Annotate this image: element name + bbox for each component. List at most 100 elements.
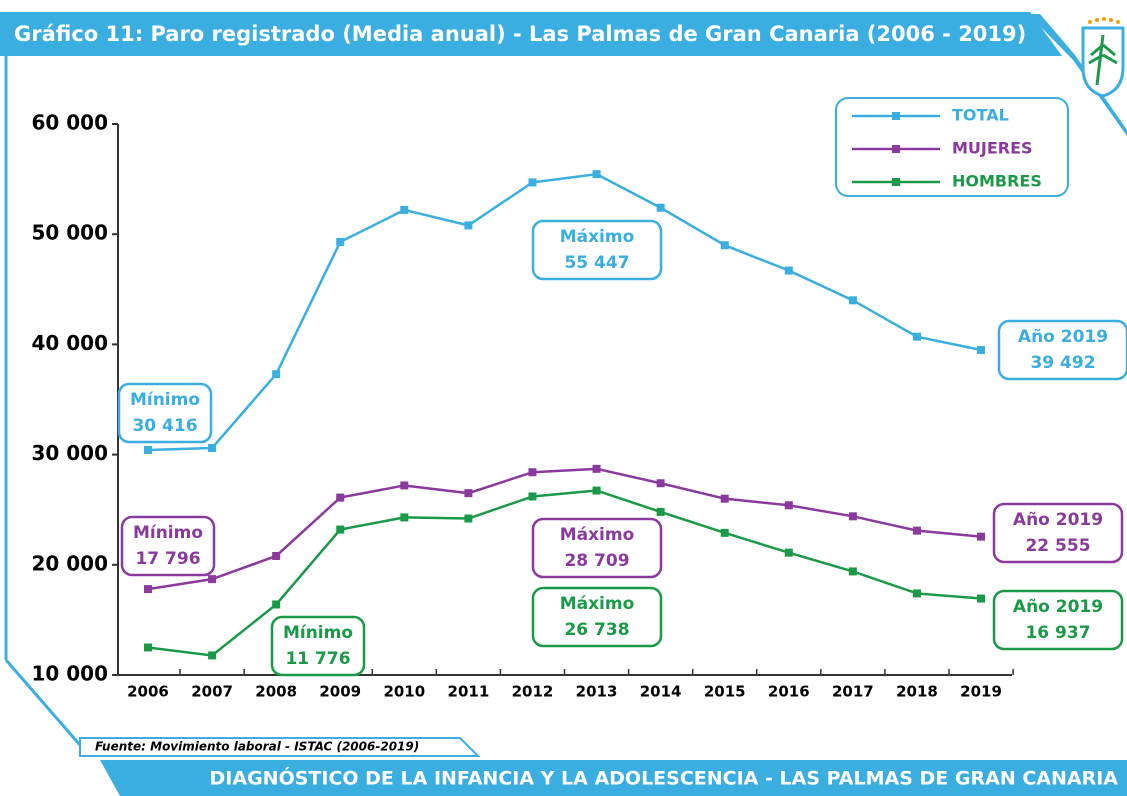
- annotation-label: Año 2019: [1013, 597, 1103, 617]
- point: [400, 481, 409, 490]
- annotation-box: [117, 382, 213, 444]
- point: [272, 370, 281, 379]
- point: [784, 548, 793, 557]
- frame-slant: [4, 659, 82, 746]
- annotation-label: Mínimo: [130, 390, 200, 410]
- point: [400, 513, 409, 522]
- y-tick-label: 10 000: [31, 662, 108, 686]
- x-tick-label: 2018: [896, 683, 938, 701]
- x-tick-label: 2011: [448, 683, 490, 701]
- annotation-label: Máximo: [560, 525, 635, 545]
- legend-marker: [892, 145, 900, 153]
- annotation-value: 55 447: [564, 253, 629, 273]
- source: Fuente: Movimiento laboral - ISTAC (2006…: [95, 740, 419, 754]
- point: [464, 514, 473, 523]
- point: [784, 266, 793, 275]
- annotation-box: [120, 515, 216, 577]
- point: [208, 575, 217, 584]
- point: [720, 528, 729, 537]
- series-line: [147, 489, 982, 657]
- legend-marker: [892, 112, 900, 120]
- annotation-label: Año 2019: [1018, 327, 1108, 347]
- point: [784, 501, 793, 510]
- x-tick-label: 2016: [768, 683, 810, 701]
- point: [912, 332, 921, 341]
- x-tick-label: 2019: [960, 683, 1002, 701]
- point: [977, 594, 986, 603]
- annotation-label: Máximo: [560, 227, 635, 247]
- x-tick-label: 2009: [319, 683, 361, 701]
- annotation-box: [270, 615, 366, 677]
- point: [848, 567, 857, 576]
- annotation-value: 39 492: [1030, 353, 1095, 373]
- annotation-box: [992, 502, 1124, 564]
- annotation-box: [531, 517, 663, 579]
- point: [592, 464, 601, 473]
- legend-label: HOMBRES: [952, 172, 1042, 191]
- y-tick-label: 40 000: [31, 331, 108, 355]
- point: [144, 585, 152, 594]
- logo: [1081, 17, 1125, 98]
- point: [592, 486, 601, 495]
- y-tick-label: 30 000: [31, 441, 108, 465]
- annotation-value: 28 709: [564, 551, 629, 571]
- x-tick-label: 2007: [191, 683, 233, 701]
- legend-marker: [892, 178, 900, 186]
- y-tick-label: 60 000: [31, 111, 108, 135]
- x-tick-label: 2015: [704, 683, 746, 701]
- x-tick-label: 2012: [512, 683, 554, 701]
- point: [336, 493, 345, 502]
- point: [656, 203, 665, 212]
- point: [272, 551, 281, 560]
- point: [656, 479, 665, 488]
- annotation-value: 30 416: [132, 416, 197, 436]
- x-tick-label: 2008: [255, 683, 297, 701]
- footer: DIAGNÓSTICO DE LA INFANCIA Y LA ADOLESCE…: [210, 766, 1119, 790]
- x-tick-label: 2017: [832, 683, 874, 701]
- y-tick-label: 50 000: [31, 221, 108, 245]
- point: [336, 237, 345, 246]
- point: [848, 296, 857, 305]
- point: [144, 446, 152, 455]
- point: [144, 643, 152, 652]
- point: [656, 507, 665, 516]
- point: [272, 600, 281, 609]
- annotation-value: 22 555: [1025, 536, 1090, 556]
- annotation-label: Mínimo: [283, 623, 353, 643]
- point: [464, 489, 473, 498]
- x-tick-label: 2010: [383, 683, 425, 701]
- point: [208, 651, 217, 660]
- x-tick-label: 2013: [576, 683, 618, 701]
- annotation-label: Año 2019: [1013, 510, 1103, 530]
- point: [720, 241, 729, 250]
- point: [528, 178, 537, 187]
- source-box: [79, 737, 481, 757]
- legend-label: TOTAL: [952, 106, 1009, 125]
- point: [464, 221, 473, 230]
- annotation-value: 16 937: [1025, 623, 1090, 643]
- series-line: [147, 172, 982, 452]
- legend-box: [835, 97, 1069, 197]
- annotation-box: [992, 589, 1124, 651]
- annotation-box: [531, 219, 663, 281]
- x-tick-label: 2006: [127, 683, 169, 701]
- series-line: [147, 467, 982, 591]
- footer-bar: [100, 760, 1127, 796]
- point: [592, 170, 601, 179]
- annotation-label: Mínimo: [133, 523, 203, 543]
- point: [977, 532, 986, 541]
- point: [848, 512, 857, 521]
- annotation-box: [531, 586, 663, 648]
- annotation-value: 26 738: [564, 620, 629, 640]
- annotation-box: [997, 319, 1127, 381]
- y-tick-label: 20 000: [31, 551, 108, 575]
- point: [528, 492, 537, 501]
- point: [528, 468, 537, 477]
- chart-title: Gráfico 11: Paro registrado (Media anual…: [14, 22, 1026, 46]
- point: [912, 526, 921, 535]
- annotation-value: 11 776: [285, 649, 350, 669]
- point: [977, 345, 986, 354]
- legend-label: MUJERES: [952, 139, 1033, 158]
- annotation-value: 17 796: [135, 549, 200, 569]
